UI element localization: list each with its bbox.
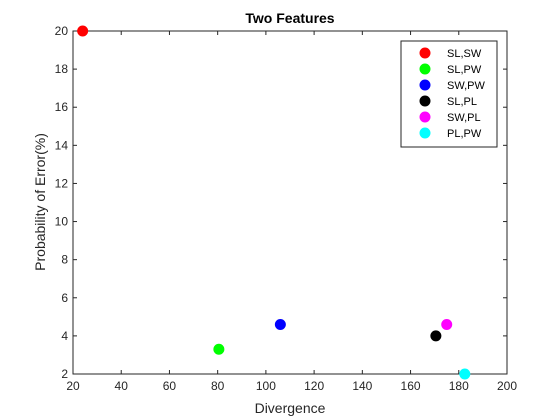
legend-label: SL,PL [447, 96, 477, 108]
legend-marker [419, 95, 431, 107]
y-tick-label: 12 [55, 176, 69, 190]
legend-marker [419, 63, 431, 75]
y-tick-label: 14 [55, 138, 69, 152]
x-tick-label: 20 [66, 379, 80, 393]
legend-marker [419, 127, 431, 139]
data-point-pl-pw [459, 368, 471, 380]
x-axis-label: Divergence [255, 400, 326, 416]
x-tick-label: 160 [401, 379, 421, 393]
legend-label: SW,PW [447, 80, 486, 92]
y-tick-label: 10 [55, 215, 69, 229]
y-tick-label: 4 [61, 329, 68, 343]
x-tick-label: 180 [449, 379, 469, 393]
y-tick-label: 6 [61, 291, 68, 305]
data-point-sl-pw [213, 343, 225, 355]
x-tick-label: 140 [352, 379, 372, 393]
legend-marker [419, 79, 431, 91]
x-tick-label: 120 [304, 379, 324, 393]
data-point-sl-pl [430, 330, 442, 342]
x-tick-label: 80 [211, 379, 225, 393]
legend-label: SL,SW [447, 48, 482, 60]
x-tick-label: 100 [256, 379, 276, 393]
legend-marker [419, 47, 431, 59]
y-tick-label: 20 [55, 24, 69, 38]
data-points [77, 25, 471, 380]
x-tick-label: 60 [163, 379, 177, 393]
legend: SL,SW SL,PW SW,PW SL,PL SW,PL PL,PW [400, 40, 498, 148]
data-point-sl-sw [77, 25, 89, 37]
legend-label: SL,PW [447, 64, 482, 76]
y-tick-label: 8 [61, 253, 68, 267]
y-tick-label: 16 [55, 100, 69, 114]
data-point-sw-pw [274, 318, 286, 330]
axis-ticks: 20 40 60 80 100 120 140 160 180 200 2 4 6 8 10 12 14 16 18… [55, 24, 518, 393]
y-tick-label: 18 [55, 62, 69, 76]
chart-title: Two Features [245, 10, 334, 26]
y-tick-label: 2 [61, 367, 68, 381]
legend-label: SW,PL [447, 112, 481, 124]
y-axis-label: Probability of Error(%) [32, 133, 48, 271]
data-point-sw-pl [441, 318, 453, 330]
x-tick-label: 40 [115, 379, 129, 393]
x-tick-label: 200 [497, 379, 517, 393]
legend-marker [419, 111, 431, 123]
legend-label: PL,PW [447, 128, 482, 140]
legend-box [400, 40, 498, 148]
